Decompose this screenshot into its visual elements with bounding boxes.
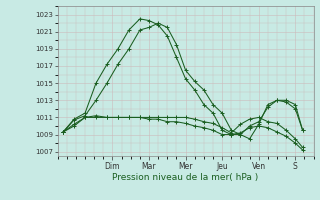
- X-axis label: Pression niveau de la mer( hPa ): Pression niveau de la mer( hPa ): [112, 173, 259, 182]
